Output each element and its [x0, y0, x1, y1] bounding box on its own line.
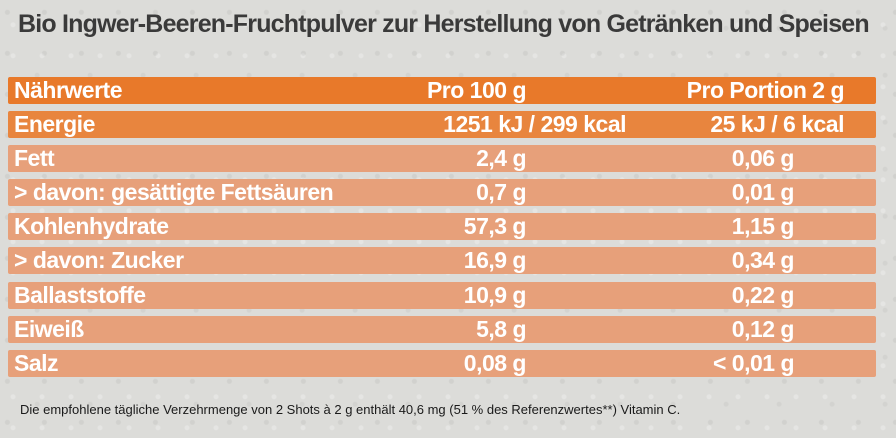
- row-per-100g: 5,8 g: [476, 315, 526, 342]
- row-per-portion: < 0,01 g: [712, 349, 795, 376]
- nutrition-table: Nährwerte Pro 100 g Pro Portion 2 g Ener…: [8, 77, 876, 384]
- table-row-eiweiss: Eiweiß 5,8 g 0,12 g: [8, 315, 876, 343]
- row-per-portion: 0,12 g: [731, 315, 795, 342]
- row-label: Energie: [14, 111, 95, 138]
- row-per-100g: 10,9 g: [463, 281, 527, 308]
- table-row-gesaettigte-fettsaeuren: > davon: gesättigte Fettsäuren 0,7 g 0,0…: [8, 179, 876, 207]
- row-per-100g: 16,9 g: [463, 247, 527, 274]
- table-row-energie: Energie 1251 kJ / 299 kcal 25 kJ / 6 kca…: [8, 111, 876, 139]
- row-per-100g: 2,4 g: [476, 145, 526, 172]
- row-label: Salz: [14, 349, 59, 376]
- header-per-100g: Pro 100 g: [426, 77, 527, 103]
- row-per-100g: 57,3 g: [463, 213, 527, 240]
- table-header-row: Nährwerte Pro 100 g Pro Portion 2 g: [8, 77, 876, 104]
- row-per-portion: 1,15 g: [731, 213, 795, 240]
- table-row-fett: Fett 2,4 g 0,06 g: [8, 145, 876, 173]
- table-row-kohlenhydrate: Kohlenhydrate 57,3 g 1,15 g: [8, 213, 876, 241]
- table-row-salz: Salz 0,08 g < 0,01 g: [8, 349, 876, 377]
- row-per-100g: 0,7 g: [476, 179, 526, 206]
- table-row-zucker: > davon: Zucker 16,9 g 0,34 g: [8, 247, 876, 275]
- header-nutrients: Nährwerte: [14, 77, 122, 103]
- row-label: Eiweiß: [14, 315, 84, 342]
- row-per-portion: 0,01 g: [731, 179, 795, 206]
- page-title: Bio Ingwer-Beeren-Fruchtpulver zur Herst…: [18, 10, 870, 38]
- row-per-portion: 0,06 g: [731, 145, 795, 172]
- row-label: Kohlenhydrate: [14, 213, 169, 240]
- table-row-ballaststoffe: Ballaststoffe 10,9 g 0,22 g: [8, 281, 876, 309]
- footnote: Die empfohlene tägliche Verzehrmenge von…: [20, 402, 681, 417]
- row-label: Ballaststoffe: [14, 281, 146, 308]
- header-per-portion: Pro Portion 2 g: [686, 77, 845, 103]
- row-label: Fett: [14, 145, 55, 172]
- row-label: > davon: Zucker: [14, 247, 184, 274]
- row-per-100g: 1251 kJ / 299 kcal: [443, 111, 626, 138]
- row-label: > davon: gesättigte Fettsäuren: [14, 179, 334, 206]
- row-per-portion: 0,34 g: [731, 247, 795, 274]
- row-per-portion: 25 kJ / 6 kcal: [710, 111, 844, 138]
- row-per-100g: 0,08 g: [463, 349, 527, 376]
- row-per-portion: 0,22 g: [731, 281, 795, 308]
